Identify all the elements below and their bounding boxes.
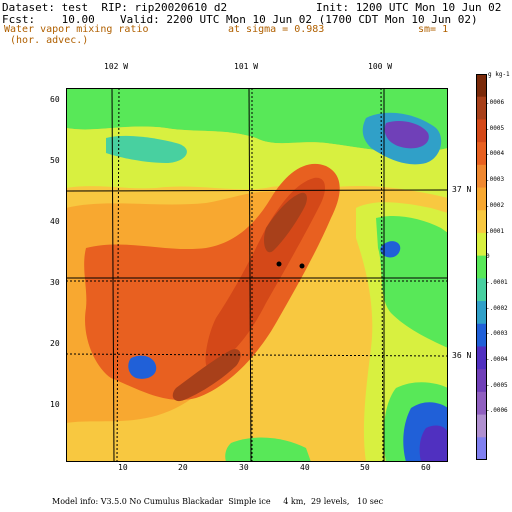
sigma-level: at sigma = 0.983 <box>228 24 325 35</box>
colorbar-swatch <box>476 119 487 143</box>
colorbar-tick-label: -.0001 <box>486 278 508 286</box>
colorbar-tick-label: -.0002 <box>486 304 508 312</box>
colorbar-swatch <box>476 369 487 393</box>
x-tick-20: 20 <box>178 463 188 472</box>
lon-label-101: 101 W <box>234 62 259 71</box>
colorbar-swatch <box>476 414 487 438</box>
colorbar-swatch <box>476 255 487 279</box>
marker-dot-2 <box>299 263 305 269</box>
field-purple-north <box>384 121 429 149</box>
y-tick-60: 60 <box>50 95 60 104</box>
x-tick-10: 10 <box>118 463 128 472</box>
colorbar-swatch <box>476 323 487 347</box>
dataset-line: Dataset: test RIP: rip20020610 d2 <box>2 1 228 14</box>
field-green-north <box>66 88 448 153</box>
y-tick-20: 20 <box>50 339 60 348</box>
colorbar-swatch <box>476 301 487 325</box>
map-frame <box>66 88 448 462</box>
colorbar-tick-label: .0002 <box>486 201 505 209</box>
colorbar-swatch <box>476 278 487 302</box>
colorbar-swatch <box>476 232 487 257</box>
colorbar-swatch <box>476 210 487 234</box>
colorbar-unit-label: g kg-1 <box>488 71 510 78</box>
y-tick-40: 40 <box>50 217 60 226</box>
field-green-south <box>225 437 311 462</box>
colorbar-swatch <box>476 391 487 416</box>
colorbar-swatch <box>476 142 487 166</box>
y-tick-50: 50 <box>50 156 60 165</box>
colorbar-tick-label: .0001 <box>486 227 505 235</box>
y-tick-30: 30 <box>50 278 60 287</box>
colorbar-tick-label: .0006 <box>486 99 505 106</box>
marker-dot-1 <box>276 261 282 267</box>
colorbar-tick-label: .0004 <box>486 150 505 158</box>
x-tick-50: 50 <box>360 463 370 472</box>
field-blue-east-spot <box>380 241 401 258</box>
colorbar-swatch <box>476 164 487 189</box>
colorbar-tick-label: -.0003 <box>486 330 508 338</box>
valid-line: Valid: 2200 UTC Mon 10 Jun 02 (1700 CDT … <box>120 13 478 26</box>
colorbar-swatch <box>476 74 487 98</box>
smoothing-value: sm= 1 <box>418 24 449 35</box>
x-tick-40: 40 <box>300 463 310 472</box>
fcst-line: Fcst: 10.00 <box>2 13 95 26</box>
lon-label-102: 102 W <box>104 62 129 71</box>
y-tick-10: 10 <box>50 400 60 409</box>
field-brown-south <box>172 349 241 402</box>
colorbar-tick-label: -.0006 <box>486 407 508 415</box>
colorbar-swatch <box>476 437 487 460</box>
colorbar-tick-label: -.0005 <box>486 381 508 389</box>
field-name: Water vapor mixing ratio <box>4 24 149 35</box>
colorbar-swatches <box>476 74 487 460</box>
colorbar-tick-label: -.0004 <box>486 356 508 363</box>
lon-label-100: 100 W <box>368 62 393 71</box>
field-teal-north <box>106 135 187 163</box>
county-borders <box>66 88 448 462</box>
model-info: Model info: V3.5.0 No Cumulus Blackadar … <box>52 497 384 506</box>
x-tick-60: 60 <box>421 463 431 472</box>
x-tick-30: 30 <box>239 463 249 472</box>
field-purple-southeast <box>419 425 448 462</box>
lat-label-37: 37 N <box>452 185 472 194</box>
mixing-ratio-advection-map <box>66 88 448 462</box>
field-darkred-band <box>205 177 326 369</box>
field-subtitle: (hor. advec.) <box>4 35 89 46</box>
colorbar-swatch <box>476 187 487 211</box>
colorbar-tick-label: .0005 <box>486 124 505 132</box>
field-brown-max <box>263 192 307 253</box>
colorbar-tick-label: 0 <box>486 253 490 261</box>
colorbar-swatch <box>476 96 487 120</box>
colorbar-swatch <box>476 346 487 370</box>
init-line: Init: 1200 UTC Mon 10 Jun 02 <box>316 1 502 14</box>
colorbar <box>476 74 487 460</box>
lat-label-36: 36 N <box>452 351 472 360</box>
colorbar-tick-label: .0003 <box>486 176 505 184</box>
field-blue-southwest <box>128 355 157 379</box>
